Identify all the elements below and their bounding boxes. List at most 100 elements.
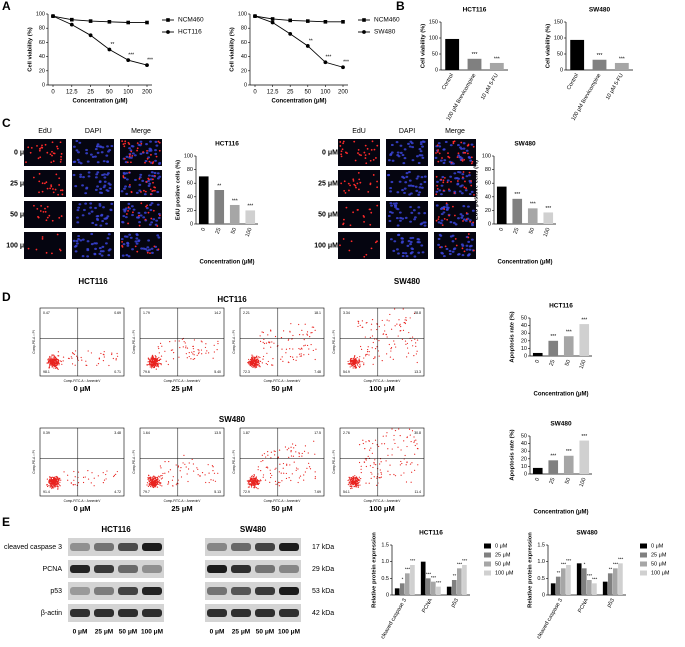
- blot-band: [231, 565, 251, 573]
- event: [53, 357, 55, 359]
- y-tick-label: 20: [521, 338, 527, 344]
- nucleus: [468, 156, 472, 159]
- y-tick-label: 1.5: [537, 542, 545, 548]
- x-tick-label: 50: [528, 227, 536, 235]
- bar: [563, 336, 574, 356]
- event: [53, 354, 55, 356]
- event: [381, 443, 383, 445]
- event: [149, 482, 151, 485]
- edu-spot: [27, 146, 30, 149]
- event: [80, 356, 82, 359]
- nucleus: [145, 206, 149, 210]
- nucleus: [84, 192, 88, 195]
- edu-spot: [46, 151, 49, 154]
- event: [100, 352, 102, 355]
- event: [253, 487, 255, 489]
- x-tick-label: 0: [51, 90, 55, 96]
- event: [269, 481, 271, 483]
- event: [388, 320, 390, 322]
- nucleus: [396, 151, 400, 154]
- event: [258, 365, 261, 367]
- y-tick-label: 0: [386, 592, 389, 598]
- edu-spot: [56, 147, 59, 150]
- blot-strip: [205, 560, 301, 578]
- edu-spot: [42, 210, 45, 213]
- event: [306, 467, 308, 469]
- event: [292, 358, 295, 361]
- nucleus: [415, 177, 419, 180]
- event: [373, 476, 375, 478]
- event: [208, 352, 210, 354]
- event: [401, 462, 403, 465]
- nucleus: [75, 149, 79, 152]
- edu-spot: [436, 187, 439, 190]
- flow-x-label: Comp-FITC-A :: AnnexinV: [264, 379, 302, 383]
- nucleus: [403, 148, 407, 151]
- nucleus: [95, 217, 99, 221]
- edu-spot: [152, 161, 155, 163]
- event: [102, 482, 104, 484]
- quadrant-value: 2.76: [343, 431, 350, 435]
- nucleus: [419, 150, 423, 153]
- significance: *: [402, 577, 404, 582]
- legend-swatch: [640, 543, 647, 549]
- flow-x-label: Comp-FITC-A :: AnnexinV: [164, 379, 202, 383]
- edu-spot: [450, 180, 452, 183]
- event: [360, 478, 362, 480]
- event: [53, 485, 55, 487]
- column-header: EdU: [38, 128, 52, 135]
- nucleus: [459, 213, 463, 216]
- event: [365, 322, 367, 324]
- event: [403, 322, 405, 324]
- quadrant-value: 54.1: [343, 490, 350, 494]
- point: [288, 31, 293, 36]
- nucleus: [417, 212, 421, 215]
- event: [152, 479, 154, 481]
- event: [270, 476, 272, 479]
- flow-x-label: Comp-FITC-A :: AnnexinV: [164, 499, 202, 503]
- lane-label: 50 μM: [256, 629, 274, 636]
- edu-spot: [359, 181, 362, 184]
- point: [69, 22, 74, 27]
- event: [73, 470, 75, 473]
- edu-spot: [58, 216, 61, 219]
- event: [153, 482, 156, 484]
- nucleus: [408, 179, 412, 182]
- event: [368, 351, 370, 353]
- event: [156, 480, 158, 482]
- event: [355, 366, 357, 369]
- nucleus: [75, 242, 79, 245]
- event: [57, 478, 60, 480]
- event: [250, 477, 252, 479]
- nucleus: [451, 240, 455, 243]
- event: [248, 483, 251, 485]
- event: [74, 350, 77, 352]
- blot-band: [207, 565, 227, 573]
- event: [59, 485, 61, 487]
- event: [389, 313, 391, 316]
- row-label: 100 μM: [314, 242, 338, 249]
- edu-spot: [52, 188, 54, 190]
- event: [169, 469, 172, 471]
- event: [365, 459, 367, 461]
- event: [285, 348, 288, 350]
- event: [351, 487, 353, 489]
- event: [152, 361, 154, 363]
- edu-spot: [60, 155, 62, 158]
- event: [296, 356, 298, 358]
- event: [376, 346, 378, 348]
- event: [391, 428, 393, 430]
- event: [413, 440, 416, 442]
- event: [156, 360, 158, 363]
- event: [402, 329, 405, 332]
- nucleus: [418, 148, 422, 151]
- legend-label: 0 μM: [495, 543, 508, 549]
- bar: [587, 580, 592, 595]
- nucleus: [148, 182, 152, 185]
- event: [147, 485, 150, 487]
- event: [262, 341, 264, 344]
- event: [369, 449, 371, 451]
- point: [88, 33, 93, 38]
- event: [303, 345, 305, 347]
